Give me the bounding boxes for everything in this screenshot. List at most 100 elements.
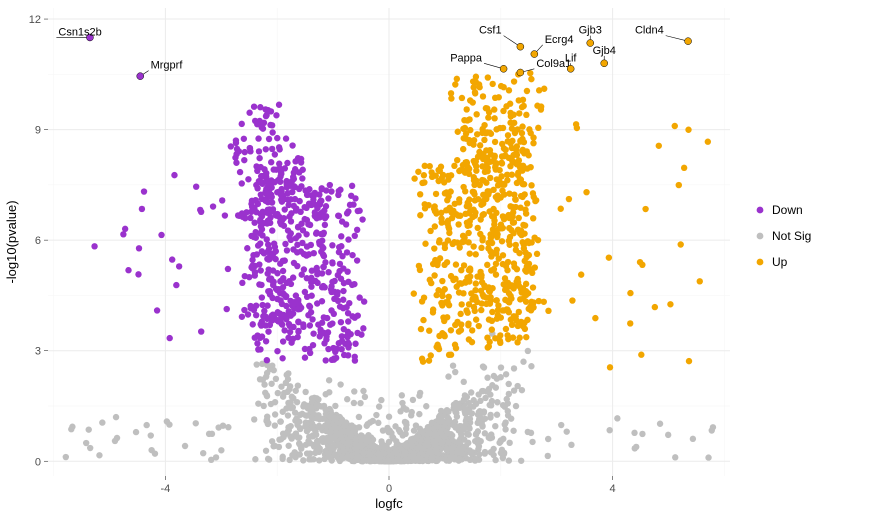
point-not-sig	[443, 457, 449, 463]
point-up	[480, 292, 486, 298]
point-down	[242, 149, 248, 155]
point-down	[310, 330, 316, 336]
point-up	[469, 296, 475, 302]
legend: DownNot SigUp	[757, 203, 812, 269]
point-not-sig	[564, 428, 570, 434]
point-down	[325, 346, 331, 352]
point-up	[472, 209, 478, 215]
point-not-sig	[308, 405, 314, 411]
point-down	[252, 118, 258, 124]
point-down	[241, 136, 247, 142]
point-up	[583, 189, 589, 195]
point-up	[473, 111, 479, 117]
point-up	[444, 259, 450, 265]
point-up	[678, 241, 684, 247]
point-not-sig	[264, 417, 270, 423]
point-up	[489, 318, 495, 324]
point-not-sig	[263, 448, 269, 454]
point-up	[510, 209, 516, 215]
point-not-sig	[265, 456, 271, 462]
legend-label: Up	[772, 255, 788, 269]
point-down	[280, 312, 286, 318]
point-not-sig	[343, 419, 349, 425]
point-up	[607, 364, 613, 370]
point-down	[348, 331, 354, 337]
point-up	[637, 259, 643, 265]
point-up	[417, 267, 423, 273]
point-down	[310, 342, 316, 348]
point-up	[521, 103, 527, 109]
point-up	[472, 197, 478, 203]
point-not-sig	[454, 413, 460, 419]
point-up	[415, 169, 421, 175]
point-down	[349, 183, 355, 189]
point-up	[427, 163, 433, 169]
point-not-sig	[113, 414, 119, 420]
point-down	[281, 291, 287, 297]
point-not-sig	[665, 432, 671, 438]
point-down	[256, 148, 262, 154]
point-up	[494, 176, 500, 182]
point-down	[296, 198, 302, 204]
point-up	[493, 210, 499, 216]
point-not-sig	[321, 456, 327, 462]
point-down	[351, 281, 357, 287]
point-not-sig	[218, 447, 224, 453]
point-down	[289, 302, 295, 308]
point-down	[256, 261, 262, 267]
point-up	[479, 212, 485, 218]
point-up	[485, 74, 491, 80]
point-down	[317, 214, 323, 220]
point-up	[453, 284, 459, 290]
point-up	[477, 269, 483, 275]
point-not-sig	[492, 423, 498, 429]
point-up	[455, 129, 461, 135]
point-up	[506, 242, 512, 248]
point-up	[492, 139, 498, 145]
point-up	[519, 123, 525, 129]
point-up	[430, 306, 436, 312]
point-down	[259, 294, 265, 300]
point-not-sig	[498, 364, 504, 370]
point-up	[456, 199, 462, 205]
point-up	[512, 196, 518, 202]
point-up	[686, 358, 692, 364]
point-up	[486, 129, 492, 135]
point-not-sig	[482, 449, 488, 455]
point-down	[273, 112, 279, 118]
point-down	[237, 169, 243, 175]
point-up	[520, 147, 526, 153]
point-up	[489, 240, 495, 246]
point-up	[541, 86, 547, 92]
point-down	[352, 341, 358, 347]
point-up	[566, 196, 572, 202]
point-not-sig	[318, 424, 324, 430]
point-not-sig	[288, 405, 294, 411]
point-down	[339, 338, 345, 344]
point-up	[536, 298, 542, 304]
point-up	[420, 317, 426, 323]
point-down	[259, 248, 265, 254]
point-not-sig	[568, 442, 574, 448]
point-down	[331, 278, 337, 284]
point-not-sig	[68, 426, 74, 432]
point-up	[483, 301, 489, 307]
point-up	[481, 282, 487, 288]
point-down	[251, 104, 257, 110]
point-not-sig	[506, 457, 512, 463]
point-down	[338, 243, 344, 249]
point-not-sig	[481, 364, 487, 370]
point-up	[498, 314, 504, 320]
point-not-sig	[456, 427, 462, 433]
point-not-sig	[87, 445, 93, 451]
point-not-sig	[304, 450, 310, 456]
point-not-sig	[273, 376, 279, 382]
point-up	[419, 180, 425, 186]
point-down	[173, 282, 179, 288]
point-up	[493, 160, 499, 166]
point-up	[471, 189, 477, 195]
point-down	[328, 307, 334, 313]
point-down	[258, 267, 264, 273]
point-down	[336, 249, 342, 255]
point-down	[241, 307, 247, 313]
